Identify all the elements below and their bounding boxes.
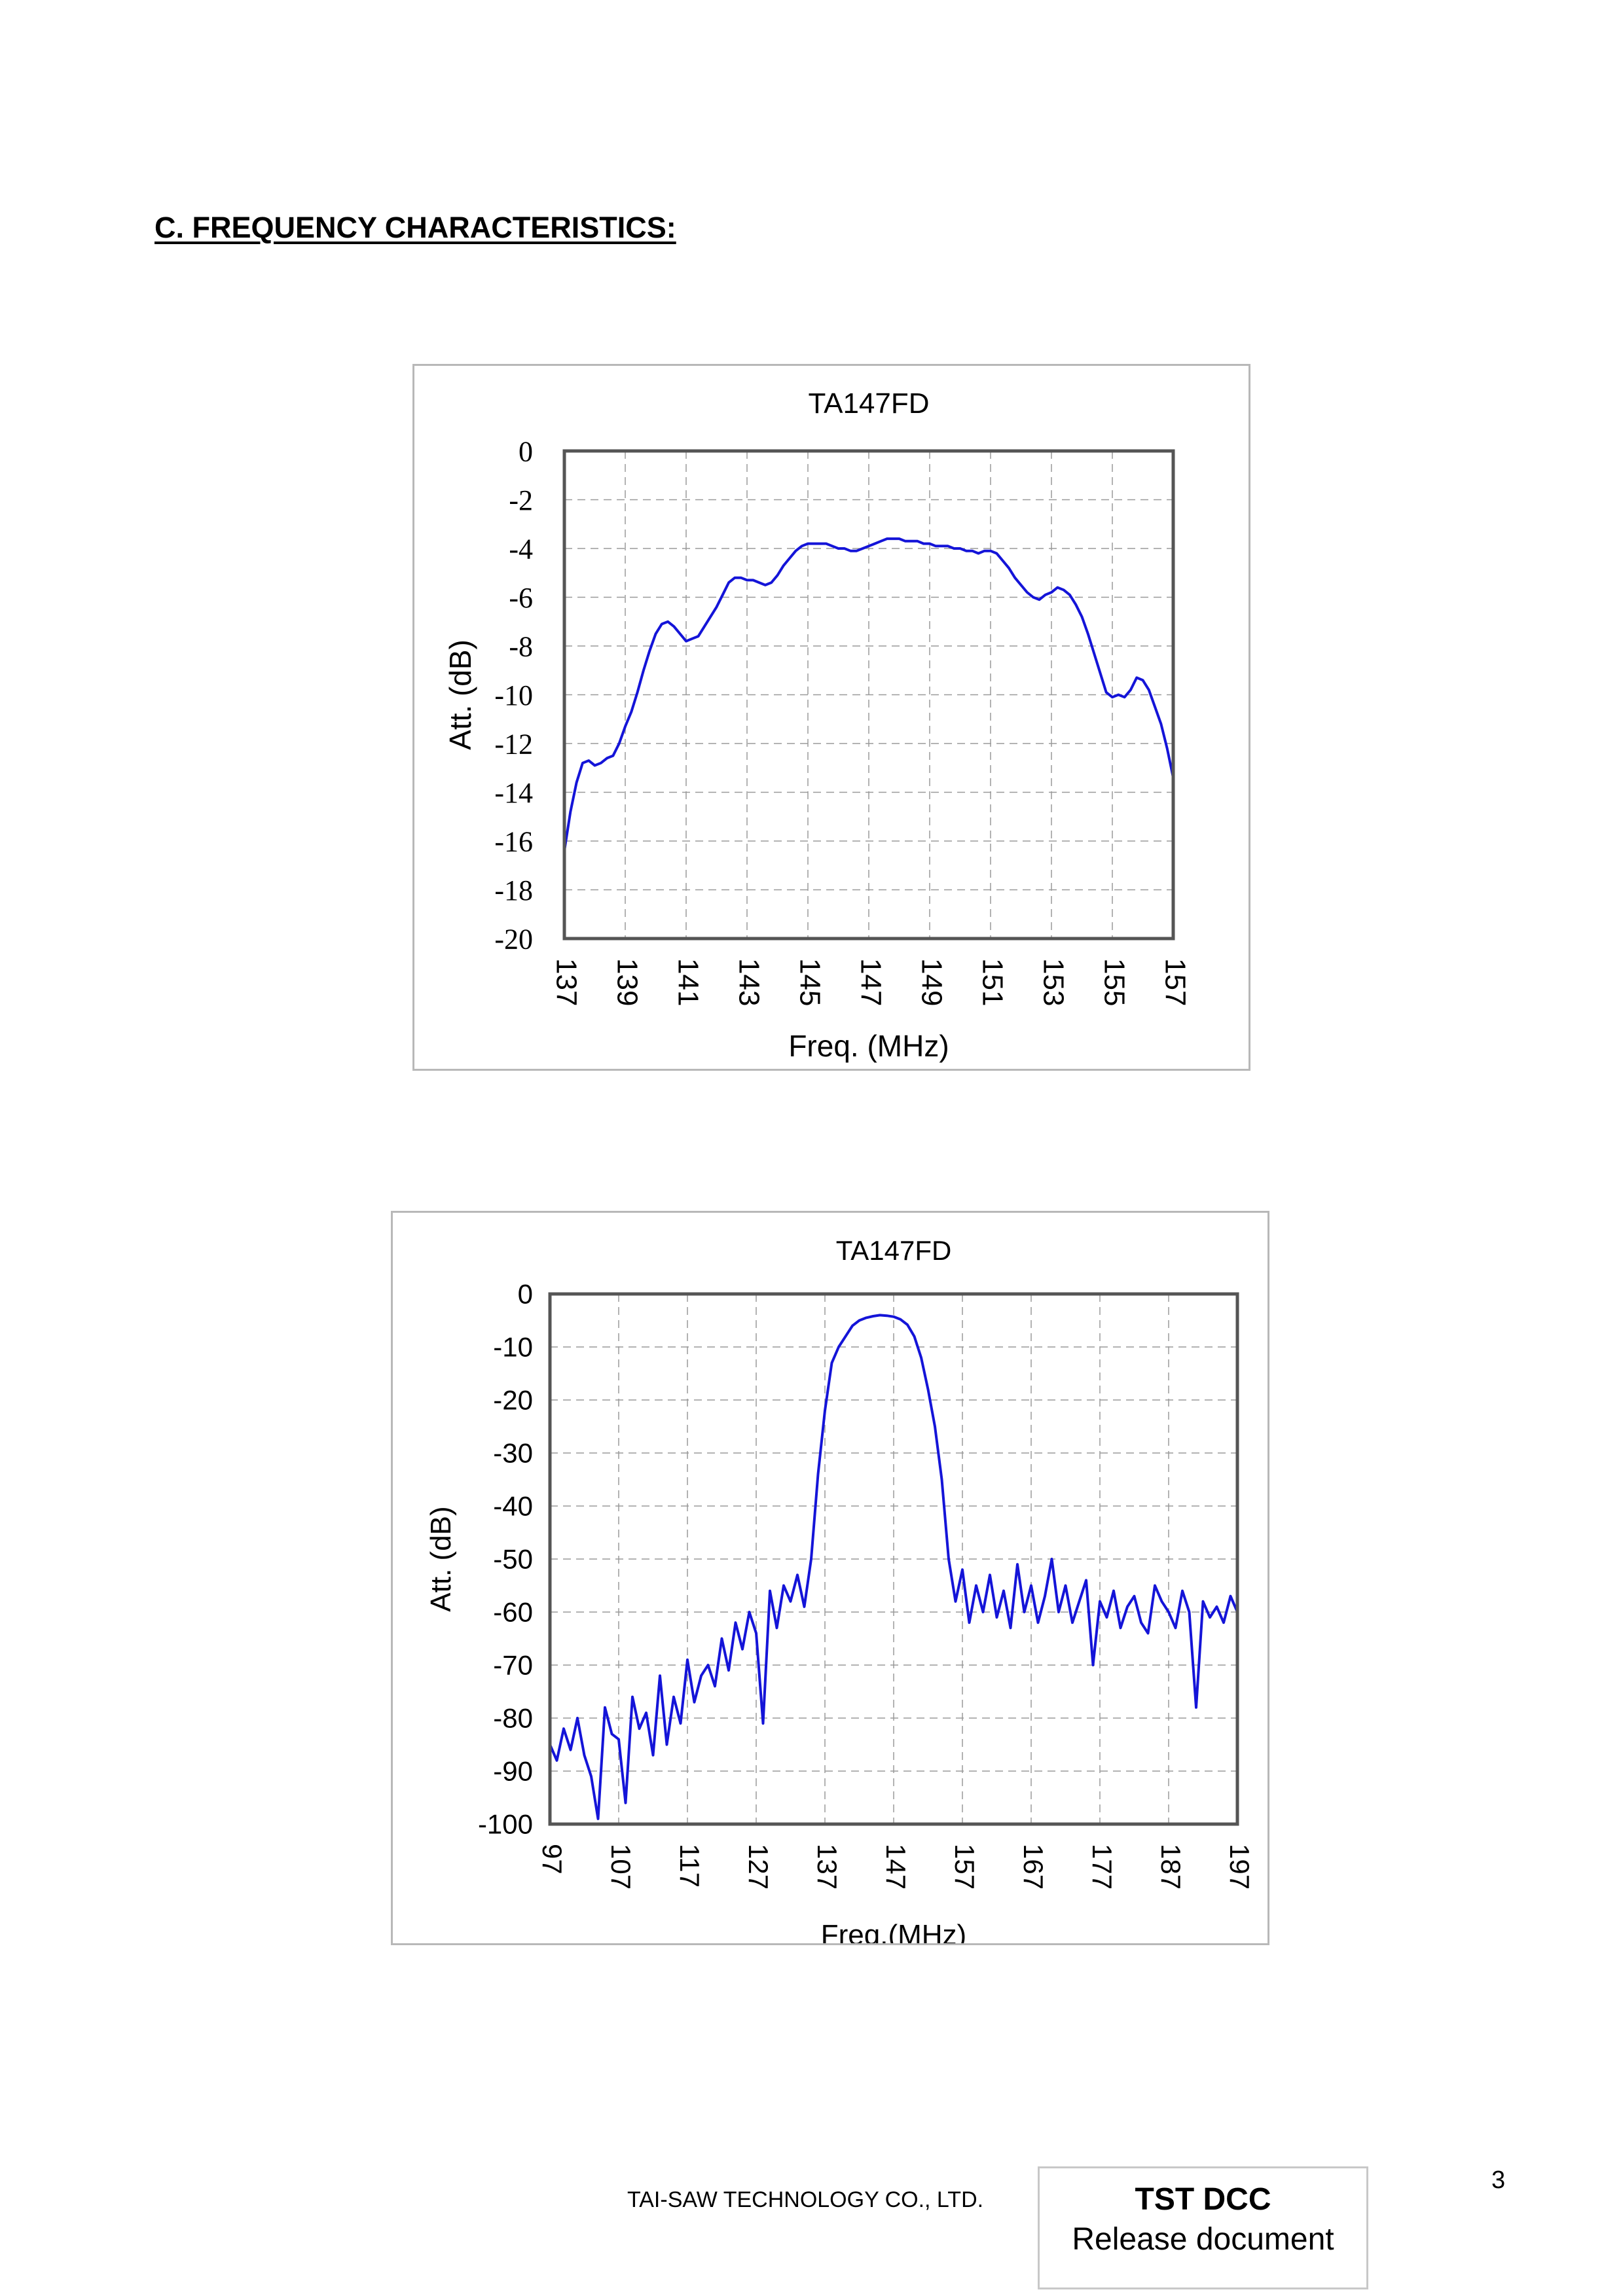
x-tick-label: 197 bbox=[1224, 1844, 1255, 1890]
y-tick-label: -60 bbox=[493, 1597, 533, 1628]
x-tick-label: 127 bbox=[743, 1844, 774, 1890]
y-axis-label: Att. (dB) bbox=[443, 639, 477, 750]
y-tick-label: -12 bbox=[494, 728, 533, 760]
x-tick-label: 107 bbox=[606, 1844, 636, 1890]
y-tick-label: -18 bbox=[494, 874, 533, 906]
y-tick-label: 0 bbox=[518, 1279, 533, 1310]
x-tick-label: 187 bbox=[1156, 1844, 1186, 1890]
series-line bbox=[549, 1314, 1239, 1820]
y-tick-label: -80 bbox=[493, 1703, 533, 1734]
y-tick-label: -10 bbox=[494, 679, 533, 711]
x-tick-label: 137 bbox=[550, 958, 582, 1006]
y-tick-label: 0 bbox=[519, 435, 533, 467]
x-tick-label: 149 bbox=[915, 958, 947, 1006]
x-tick-label: 147 bbox=[854, 958, 886, 1006]
release-stamp-subtitle: Release document bbox=[1072, 2222, 1334, 2257]
x-tick-label: 153 bbox=[1037, 958, 1069, 1006]
y-tick-label: -50 bbox=[493, 1544, 533, 1575]
y-tick-label: -20 bbox=[494, 923, 533, 955]
footer-company-name: TAI-SAW TECHNOLOGY CO., LTD. bbox=[627, 2187, 984, 2212]
y-tick-label: -20 bbox=[493, 1385, 533, 1416]
y-tick-label: -4 bbox=[509, 533, 533, 565]
y-tick-label: -14 bbox=[494, 777, 533, 809]
x-tick-label: 151 bbox=[976, 958, 1008, 1006]
chart-wideband: TA147FD 0 -10 -20 -30 -40 -50 -60 -70 -80 -90 -1009… bbox=[425, 1235, 1255, 1943]
x-tick-label: 155 bbox=[1098, 958, 1130, 1006]
release-stamp: TST DCC Release document bbox=[1038, 2166, 1368, 2289]
x-tick-label: 157 bbox=[949, 1844, 980, 1890]
page-number: 3 bbox=[1491, 2166, 1506, 2194]
x-tick-label: 139 bbox=[611, 958, 643, 1006]
x-tick-label: 157 bbox=[1159, 958, 1191, 1006]
y-tick-label: -90 bbox=[493, 1756, 533, 1787]
x-tick-label: 167 bbox=[1018, 1844, 1049, 1890]
series-line bbox=[563, 537, 1175, 852]
x-tick-label: 97 bbox=[537, 1844, 568, 1874]
y-tick-label: -30 bbox=[493, 1438, 533, 1469]
x-axis-label: Freq. (MHz) bbox=[788, 1029, 949, 1063]
x-tick-label: 141 bbox=[672, 958, 704, 1006]
x-tick-label: 137 bbox=[812, 1844, 843, 1890]
y-tick-label: -100 bbox=[478, 1809, 533, 1840]
chart-title: TA147FD bbox=[836, 1235, 952, 1266]
x-tick-label: 177 bbox=[1087, 1844, 1118, 1890]
chart-panel-passband: TA147FD 0 -2 -4 -6 -8 -10 -12 -14 -16 -18 -20 137 139… bbox=[412, 364, 1250, 1071]
y-tick-label: -16 bbox=[494, 825, 533, 857]
x-tick-label: 117 bbox=[674, 1844, 705, 1888]
y-tick-label: -2 bbox=[509, 484, 533, 516]
x-tick-label: 145 bbox=[793, 958, 826, 1006]
section-title: C. FREQUENCY CHARACTERISTICS: bbox=[155, 211, 676, 244]
chart-passband: TA147FD 0 -2 -4 -6 -8 -10 -12 -14 -16 -18 -20 137 139… bbox=[443, 387, 1191, 1063]
x-axis-label: Freq.(MHz) bbox=[821, 1919, 966, 1943]
chart-panel-wideband: TA147FD 0 -10 -20 -30 -40 -50 -60 -70 -80 -90 -100 9… bbox=[391, 1211, 1269, 1945]
y-tick-label: -70 bbox=[493, 1650, 533, 1681]
y-axis-label: Att. (dB) bbox=[425, 1506, 457, 1611]
x-tick-label: 147 bbox=[881, 1844, 911, 1890]
y-tick-label: -8 bbox=[509, 630, 533, 662]
plot-frame bbox=[548, 1292, 1239, 1826]
y-tick-label: -10 bbox=[493, 1332, 533, 1363]
plot-frame bbox=[562, 449, 1175, 941]
y-tick-label: -6 bbox=[509, 582, 533, 614]
chart-title: TA147FD bbox=[808, 387, 929, 420]
x-tick-label: 143 bbox=[733, 958, 765, 1006]
release-stamp-title: TST DCC bbox=[1135, 2182, 1271, 2217]
y-tick-label: -40 bbox=[493, 1491, 533, 1522]
